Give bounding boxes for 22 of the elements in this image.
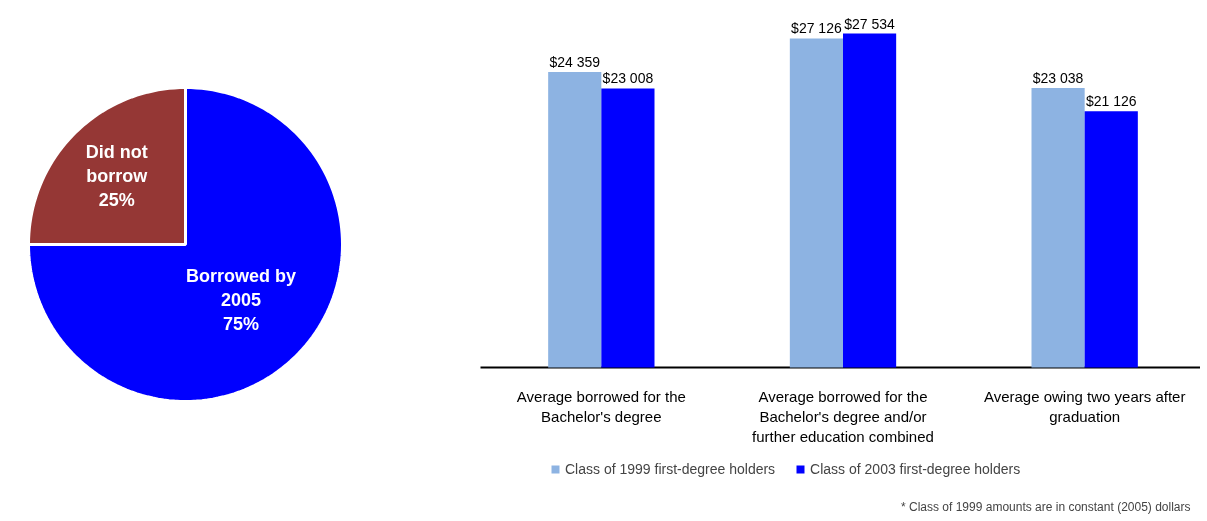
legend-label: Class of 1999 first-degree holders	[565, 461, 776, 477]
data-label: 75%	[222, 314, 260, 335]
data-label: $27 534	[844, 15, 896, 32]
slice-label: Did not borrow	[85, 141, 149, 186]
bar	[1031, 88, 1085, 368]
data-label: $23 008	[602, 70, 654, 87]
bar	[548, 72, 602, 368]
data-label: $24 359	[549, 54, 601, 71]
x-tick-label: Average borrowed for the Bachelor's degree	[516, 387, 686, 425]
bar	[843, 33, 897, 368]
data-label: 25%	[98, 189, 135, 210]
bar	[601, 88, 655, 368]
data-label: $21 126	[1085, 93, 1137, 110]
data-label: $27 126	[791, 20, 842, 37]
legend-label: Class of 2003 first-degree holders	[810, 461, 1021, 477]
slice-label: Borrowed by 2005	[186, 266, 297, 311]
bar	[789, 38, 843, 368]
data-label: $23 038	[1032, 70, 1084, 87]
text: * Class of 1999 amounts are in constant (2005) dollars	[901, 499, 1191, 514]
x-tick-label: Average borrowed for the Bachelor's degree and/or further education combined	[752, 387, 934, 446]
x-tick-label: Average owing two years after graduation	[983, 387, 1186, 425]
bar	[1084, 111, 1138, 368]
